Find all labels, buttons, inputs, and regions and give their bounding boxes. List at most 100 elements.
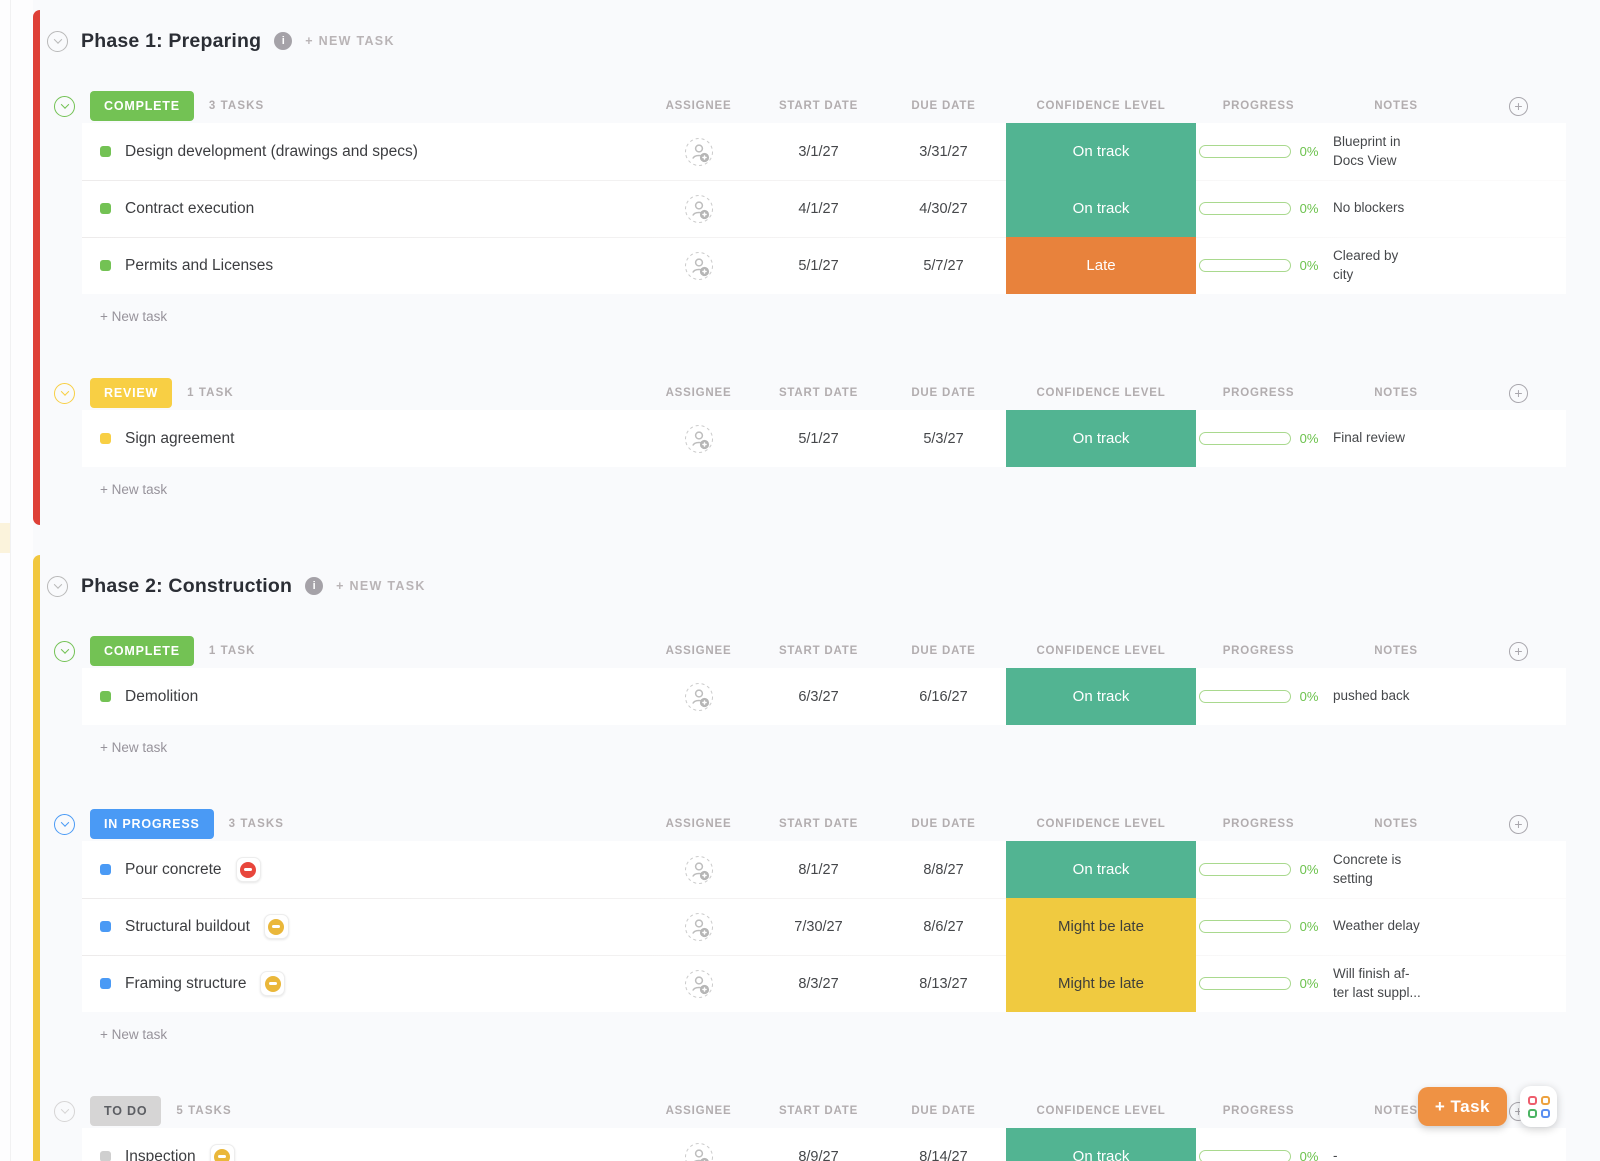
task-name[interactable]: Structural buildout xyxy=(125,917,250,935)
add-task-link[interactable]: + New task xyxy=(100,482,168,497)
status-badge[interactable]: REVIEW xyxy=(90,378,173,408)
task-row[interactable]: Sign agreement 5/1/27 5/3/27 On track xyxy=(82,410,1566,467)
column-header-confidence-level[interactable]: CONFIDENCE LEVEL xyxy=(1036,645,1166,657)
task-name[interactable]: Demolition xyxy=(125,687,199,705)
phase-collapse-icon[interactable] xyxy=(47,30,68,52)
phase-collapse-icon[interactable] xyxy=(47,575,68,597)
task-status-icon[interactable] xyxy=(100,433,111,444)
add-task-link[interactable]: + New task xyxy=(100,740,168,755)
progress-bar[interactable] xyxy=(1198,259,1291,272)
progress-bar[interactable] xyxy=(1198,145,1291,158)
group-collapse-icon[interactable] xyxy=(54,382,75,404)
assignee-add-icon[interactable] xyxy=(684,137,714,167)
column-header-assignee[interactable]: ASSIGNEE xyxy=(665,645,732,657)
column-header-assignee[interactable]: ASSIGNEE xyxy=(665,818,732,830)
column-header-assignee[interactable]: ASSIGNEE xyxy=(665,100,732,112)
start-date[interactable]: 8/1/27 xyxy=(798,861,839,878)
task-row[interactable]: Design development (drawings and specs) … xyxy=(82,123,1566,180)
column-header-progress[interactable]: PROGRESS xyxy=(1222,818,1295,830)
due-date[interactable]: 4/30/27 xyxy=(919,200,968,217)
phase-new-task-button[interactable]: + NEW TASK xyxy=(305,34,395,48)
add-task-link[interactable]: + New task xyxy=(100,309,168,324)
due-date[interactable]: 5/3/27 xyxy=(923,430,964,447)
due-date[interactable]: 8/13/27 xyxy=(919,975,968,992)
add-column-icon[interactable]: + xyxy=(1509,96,1528,116)
column-header-confidence-level[interactable]: CONFIDENCE LEVEL xyxy=(1036,1105,1166,1117)
progress-bar[interactable] xyxy=(1198,432,1291,445)
notes-cell[interactable]: Concrete is setting xyxy=(1333,852,1402,886)
phase-new-task-button[interactable]: + NEW TASK xyxy=(336,579,426,593)
task-name[interactable]: Contract execution xyxy=(125,199,255,217)
add-task-fab[interactable]: + Task xyxy=(1417,1087,1507,1126)
notes-cell[interactable]: Cleared by city xyxy=(1333,248,1399,282)
start-date[interactable]: 5/1/27 xyxy=(798,430,839,447)
info-icon[interactable]: i xyxy=(274,32,293,50)
column-header-due-date[interactable]: DUE DATE xyxy=(911,645,976,657)
column-header-start-date[interactable]: START DATE xyxy=(778,818,859,830)
group-collapse-icon[interactable] xyxy=(54,640,75,662)
assignee-add-icon[interactable] xyxy=(684,912,714,942)
progress-bar[interactable] xyxy=(1198,863,1291,876)
confidence-cell[interactable]: On track xyxy=(1006,841,1196,898)
assignee-add-icon[interactable] xyxy=(684,251,714,281)
notes-cell[interactable]: - xyxy=(1333,1148,1338,1161)
task-status-icon[interactable] xyxy=(100,691,111,702)
column-header-progress[interactable]: PROGRESS xyxy=(1222,387,1295,399)
assignee-add-icon[interactable] xyxy=(684,1142,714,1161)
column-header-confidence-level[interactable]: CONFIDENCE LEVEL xyxy=(1036,818,1166,830)
task-status-icon[interactable] xyxy=(100,1151,111,1161)
start-date[interactable]: 8/3/27 xyxy=(798,975,839,992)
column-header-notes[interactable]: NOTES xyxy=(1374,387,1418,399)
start-date[interactable]: 3/1/27 xyxy=(798,143,839,160)
confidence-cell[interactable]: Might be late xyxy=(1006,955,1196,1012)
progress-bar[interactable] xyxy=(1198,977,1291,990)
task-status-icon[interactable] xyxy=(100,146,111,157)
start-date[interactable]: 7/30/27 xyxy=(794,918,843,935)
status-badge[interactable]: TO DO xyxy=(90,1096,162,1126)
app-grid-button[interactable] xyxy=(1520,1086,1557,1127)
task-row[interactable]: Structural buildout 7/30/27 8/6/27 Might… xyxy=(82,898,1566,955)
info-icon[interactable]: i xyxy=(305,577,324,595)
group-collapse-icon[interactable] xyxy=(54,813,75,835)
confidence-cell[interactable]: On track xyxy=(1006,123,1196,180)
assignee-add-icon[interactable] xyxy=(684,855,714,885)
task-row[interactable]: Permits and Licenses 5/1/27 5/7/27 Late xyxy=(82,237,1566,294)
start-date[interactable]: 6/3/27 xyxy=(798,688,839,705)
task-row[interactable]: Framing structure 8/3/27 8/13/27 Might b… xyxy=(82,955,1566,1012)
due-date[interactable]: 8/8/27 xyxy=(923,861,964,878)
assignee-add-icon[interactable] xyxy=(684,424,714,454)
progress-bar[interactable] xyxy=(1198,1150,1291,1161)
notes-cell[interactable]: pushed back xyxy=(1333,688,1410,704)
task-row[interactable]: Contract execution 4/1/27 4/30/27 On tra… xyxy=(82,180,1566,237)
status-badge[interactable]: IN PROGRESS xyxy=(90,809,214,839)
group-collapse-icon[interactable] xyxy=(54,1100,75,1122)
column-header-notes[interactable]: NOTES xyxy=(1374,645,1418,657)
due-date[interactable]: 8/14/27 xyxy=(919,1148,968,1161)
task-status-icon[interactable] xyxy=(100,260,111,271)
column-header-due-date[interactable]: DUE DATE xyxy=(911,818,976,830)
task-name[interactable]: Sign agreement xyxy=(125,429,235,447)
task-status-icon[interactable] xyxy=(100,978,111,989)
column-header-confidence-level[interactable]: CONFIDENCE LEVEL xyxy=(1036,100,1166,112)
column-header-progress[interactable]: PROGRESS xyxy=(1222,1105,1295,1117)
task-status-icon[interactable] xyxy=(100,203,111,214)
notes-cell[interactable]: Will finish af- ter last suppl... xyxy=(1333,966,1421,1000)
add-column-icon[interactable]: + xyxy=(1509,641,1528,661)
flag-chip[interactable] xyxy=(260,971,286,996)
start-date[interactable]: 5/1/27 xyxy=(798,257,839,274)
assignee-add-icon[interactable] xyxy=(684,969,714,999)
due-date[interactable]: 8/6/27 xyxy=(923,918,964,935)
start-date[interactable]: 8/9/27 xyxy=(798,1148,839,1161)
due-date[interactable]: 3/31/27 xyxy=(919,143,968,160)
column-header-notes[interactable]: NOTES xyxy=(1374,100,1418,112)
confidence-cell[interactable]: On track xyxy=(1006,1128,1196,1161)
column-header-due-date[interactable]: DUE DATE xyxy=(911,100,976,112)
confidence-cell[interactable]: On track xyxy=(1006,410,1196,467)
task-name[interactable]: Permits and Licenses xyxy=(125,256,274,274)
task-row[interactable]: Demolition 6/3/27 6/16/27 On track xyxy=(82,668,1566,725)
assignee-add-icon[interactable] xyxy=(684,194,714,224)
column-header-progress[interactable]: PROGRESS xyxy=(1222,645,1295,657)
start-date[interactable]: 4/1/27 xyxy=(798,200,839,217)
add-task-link[interactable]: + New task xyxy=(100,1027,168,1042)
column-header-assignee[interactable]: ASSIGNEE xyxy=(665,1105,732,1117)
